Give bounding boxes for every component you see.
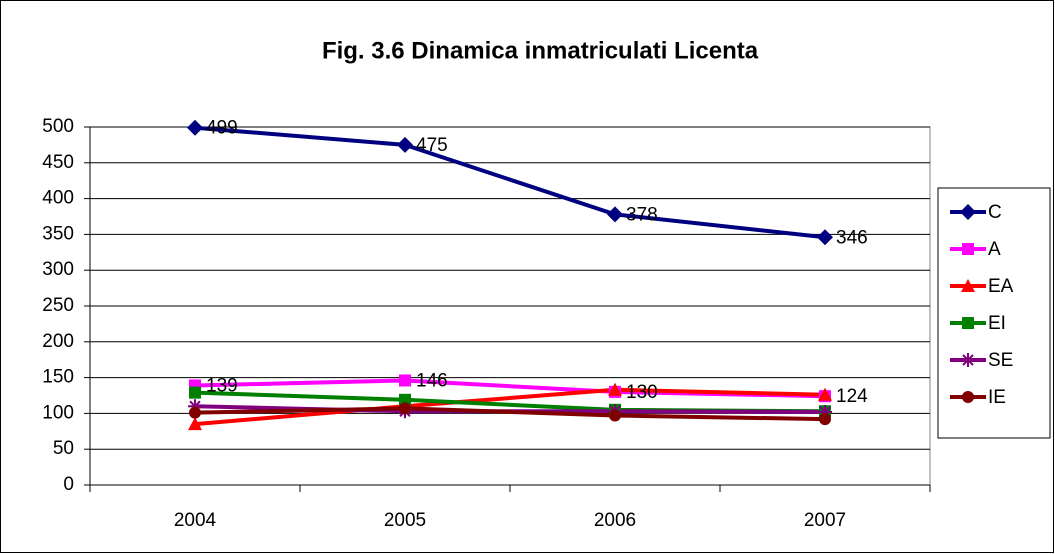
marker bbox=[607, 206, 623, 223]
y-tick-label: 0 bbox=[63, 474, 74, 495]
x-tick-label: 2004 bbox=[174, 510, 217, 531]
marker bbox=[609, 409, 621, 422]
x-tick-label: 2006 bbox=[594, 510, 636, 531]
y-tick-label: 200 bbox=[42, 331, 74, 352]
y-tick-label: 450 bbox=[42, 152, 74, 173]
legend-label: EI bbox=[988, 313, 1006, 334]
x-tick-label: 2005 bbox=[384, 510, 426, 531]
y-tick-label: 500 bbox=[42, 116, 74, 137]
y-tick-label: 250 bbox=[42, 295, 74, 316]
data-label: 499 bbox=[206, 118, 238, 139]
data-label: 139 bbox=[206, 375, 238, 396]
marker bbox=[960, 204, 976, 220]
marker bbox=[817, 229, 833, 246]
x-tick-label: 2007 bbox=[804, 510, 846, 531]
data-label: 346 bbox=[836, 227, 868, 248]
data-label: 378 bbox=[626, 204, 658, 225]
data-label: 475 bbox=[416, 135, 448, 156]
data-label: 130 bbox=[626, 382, 658, 403]
legend-label: SE bbox=[988, 350, 1013, 371]
marker bbox=[189, 386, 201, 399]
marker bbox=[962, 391, 974, 403]
y-tick-label: 350 bbox=[42, 223, 74, 244]
y-tick-label: 300 bbox=[42, 259, 74, 280]
marker bbox=[399, 374, 411, 387]
legend-label: EA bbox=[988, 276, 1014, 297]
marker bbox=[961, 279, 975, 292]
y-tick-label: 150 bbox=[42, 367, 74, 388]
chart-title: Fig. 3.6 Dinamica inmatriculati Licenta bbox=[322, 37, 759, 64]
data-label: 146 bbox=[416, 370, 448, 391]
marker bbox=[189, 406, 201, 419]
marker bbox=[187, 119, 203, 136]
data-label: 124 bbox=[836, 386, 868, 407]
legend-label: IE bbox=[988, 387, 1006, 408]
y-tick-label: 400 bbox=[42, 188, 74, 209]
marker bbox=[399, 402, 411, 415]
legend: CA EA EI SE IE bbox=[937, 187, 1051, 439]
marker bbox=[188, 417, 202, 431]
legend-label: C bbox=[988, 202, 1002, 223]
series-line bbox=[194, 125, 826, 240]
marker bbox=[397, 136, 413, 153]
marker bbox=[819, 413, 831, 426]
marker bbox=[961, 353, 975, 367]
marker bbox=[962, 243, 974, 255]
marker bbox=[608, 382, 622, 396]
series-line bbox=[194, 387, 826, 427]
marker bbox=[818, 404, 832, 419]
marker bbox=[818, 387, 832, 401]
marker bbox=[962, 317, 974, 329]
series-line bbox=[194, 406, 826, 422]
marker bbox=[399, 393, 411, 406]
marker bbox=[188, 399, 202, 414]
legend-label: A bbox=[988, 239, 1001, 260]
y-tick-label: 50 bbox=[53, 438, 74, 459]
y-tick-label: 100 bbox=[42, 402, 74, 423]
